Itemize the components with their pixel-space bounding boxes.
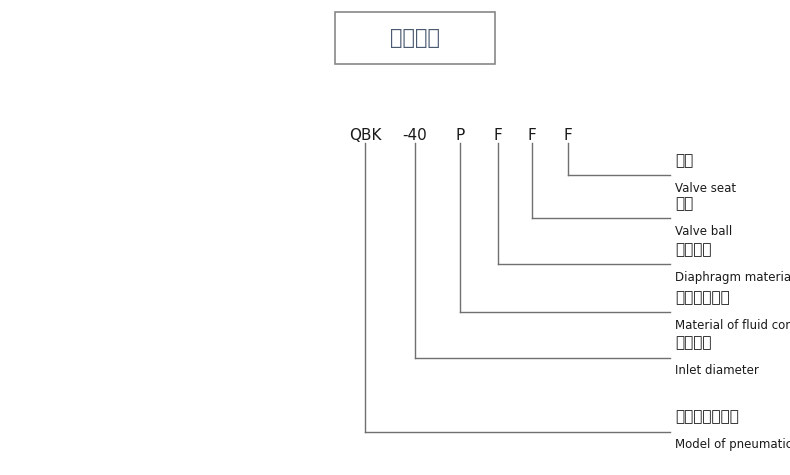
- Text: 进料口径: 进料口径: [675, 335, 712, 350]
- Text: Valve seat: Valve seat: [675, 182, 736, 195]
- Text: -40: -40: [403, 127, 427, 142]
- Text: Material of fluid contact part: Material of fluid contact part: [675, 319, 790, 332]
- Text: QBK: QBK: [348, 127, 382, 142]
- Text: F: F: [528, 127, 536, 142]
- Text: 隔膜材质: 隔膜材质: [675, 242, 712, 257]
- Text: 阀座: 阀座: [675, 153, 694, 168]
- Text: Valve ball: Valve ball: [675, 225, 732, 238]
- Bar: [335, 12, 495, 64]
- Text: P: P: [455, 127, 465, 142]
- Text: 型号说明: 型号说明: [390, 28, 440, 48]
- Text: Model of pneumatic diaphragm pump: Model of pneumatic diaphragm pump: [675, 438, 790, 451]
- Text: Inlet diameter: Inlet diameter: [675, 364, 759, 377]
- Text: 过流部件材质: 过流部件材质: [675, 290, 730, 305]
- Text: F: F: [563, 127, 573, 142]
- Text: 阀球: 阀球: [675, 196, 694, 211]
- Text: 气动隔膜泵型号: 气动隔膜泵型号: [675, 409, 739, 424]
- Text: Diaphragm materials: Diaphragm materials: [675, 271, 790, 284]
- Text: F: F: [494, 127, 502, 142]
